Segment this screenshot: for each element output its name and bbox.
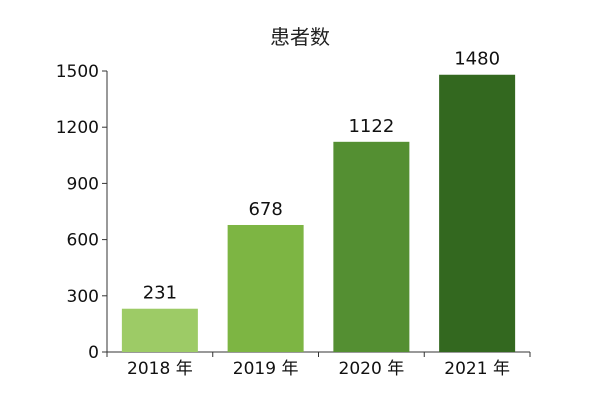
bar-value-label: 1122 bbox=[348, 116, 394, 137]
bar-value-label: 231 bbox=[143, 283, 177, 304]
bar-value-label: 1480 bbox=[454, 49, 500, 70]
y-tick-label: 1500 bbox=[56, 62, 99, 82]
x-category-label: 2018 年 bbox=[127, 359, 193, 379]
y-tick-label: 300 bbox=[67, 287, 99, 307]
bar bbox=[333, 141, 410, 352]
x-axis: 2018 年 2019 年 2020 年 2021 年 bbox=[106, 351, 531, 379]
y-tick-label: 1200 bbox=[56, 118, 99, 138]
x-category-label: 2021 年 bbox=[444, 359, 510, 379]
bar bbox=[227, 224, 304, 352]
bar bbox=[439, 74, 516, 352]
bars-group bbox=[121, 74, 516, 352]
x-category-label: 2019 年 bbox=[233, 359, 299, 379]
bar bbox=[121, 308, 198, 352]
y-axis: 0 300 600 900 1200 1500 bbox=[56, 62, 108, 363]
chart-title: 患者数 bbox=[270, 25, 330, 49]
y-tick-label: 0 bbox=[88, 343, 99, 363]
data-labels-group: 231 678 1122 1480 bbox=[143, 49, 500, 304]
y-tick-label: 900 bbox=[67, 174, 99, 194]
bar-value-label: 678 bbox=[248, 199, 282, 220]
x-category-label: 2020 年 bbox=[339, 359, 405, 379]
y-tick-label: 600 bbox=[67, 231, 99, 251]
